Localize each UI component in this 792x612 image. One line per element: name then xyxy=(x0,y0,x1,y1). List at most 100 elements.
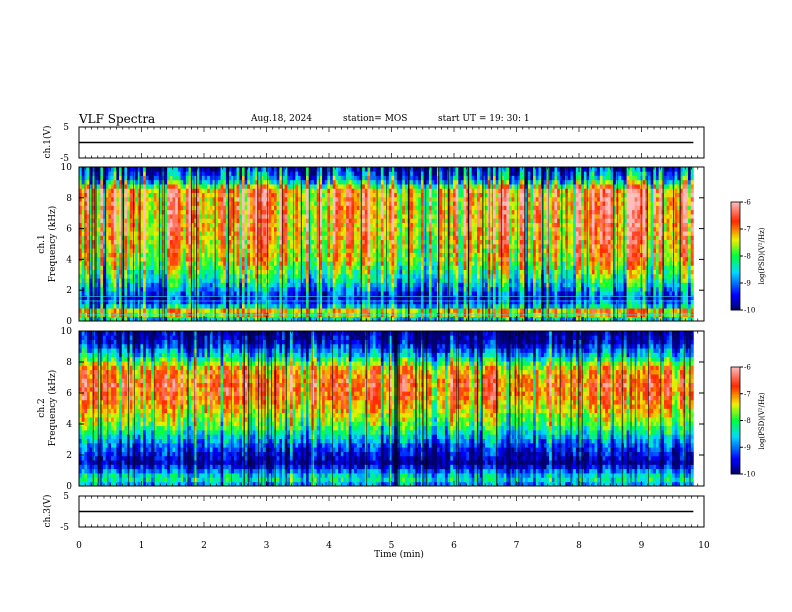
spectrogram-cell xyxy=(223,308,227,313)
spectrogram-cell xyxy=(137,209,141,215)
spectrogram-cell xyxy=(279,201,283,206)
spectrogram-cell xyxy=(364,209,368,215)
spectrogram-cell xyxy=(284,273,288,279)
spectrogram-cell xyxy=(228,218,232,223)
spectrogram-cell xyxy=(119,295,123,300)
spectrogram-cell xyxy=(367,192,371,198)
spectrogram-cell xyxy=(188,265,192,271)
spectrogram-cell xyxy=(367,316,371,322)
spectrogram-cell xyxy=(233,273,237,279)
spectrogram-cell xyxy=(335,256,339,262)
spectrogram-cell xyxy=(316,282,320,288)
spectrogram-cell xyxy=(79,278,83,283)
spectrogram-cell xyxy=(153,291,157,296)
spectrogram-cell xyxy=(378,196,382,202)
spectrogram-cell xyxy=(271,192,275,198)
spectrogram-cell xyxy=(314,303,318,309)
spectrogram-cell xyxy=(314,209,318,215)
spectrogram-cell xyxy=(79,261,83,266)
date-label: Aug.18, 2024 xyxy=(251,114,312,124)
spectrogram-cell xyxy=(300,278,304,283)
spectrogram-cell xyxy=(319,261,323,266)
spectrogram-cell xyxy=(148,299,152,305)
spectrogram-cell xyxy=(343,265,347,271)
spectrogram-cell xyxy=(143,184,147,189)
spectrogram-cell xyxy=(111,286,115,292)
spectrogram-cell xyxy=(225,282,229,288)
spectrogram-cell xyxy=(145,205,149,211)
spectrogram-cell xyxy=(426,196,430,202)
spectrogram-cell xyxy=(81,201,85,206)
spectrogram-cell xyxy=(372,239,376,245)
spectrogram-cell xyxy=(386,192,390,198)
spectrogram-cell xyxy=(346,214,350,219)
spectrogram-cell xyxy=(140,192,144,198)
spectrogram-cell xyxy=(268,196,272,202)
spectrogram-cell xyxy=(257,286,261,292)
spectrogram-cell xyxy=(335,261,339,266)
spectrogram-cell xyxy=(284,214,288,219)
spectrogram-cell xyxy=(143,265,147,271)
spectrogram-cell xyxy=(426,175,430,181)
spectrogram-cell xyxy=(236,171,240,176)
spectrogram-cell xyxy=(308,201,312,206)
spectrogram-cell xyxy=(247,291,251,296)
spectrogram-cell xyxy=(84,248,88,253)
spectrogram-cell xyxy=(444,175,448,181)
spectrogram-cell xyxy=(193,278,197,283)
spectrogram-cell xyxy=(143,231,147,236)
spectrogram-cell xyxy=(386,308,390,313)
spectrogram-cell xyxy=(201,308,205,313)
spectrogram-cell xyxy=(378,218,382,223)
spectrogram-cell xyxy=(255,175,259,181)
spectrogram-cell xyxy=(116,278,120,283)
spectrogram-cell xyxy=(418,291,422,296)
spectrogram-cell xyxy=(257,265,261,271)
spectrogram-cell xyxy=(394,248,398,253)
spectrogram-cell xyxy=(260,218,264,223)
spectrogram-cell xyxy=(351,222,355,228)
spectrogram-cell xyxy=(380,175,384,181)
spectrogram-cell xyxy=(316,252,320,258)
spectrogram-cell xyxy=(338,265,342,271)
spectrogram-cell xyxy=(241,244,245,249)
spectrogram-cell xyxy=(159,209,163,215)
spectrogram-cell xyxy=(322,316,326,322)
spectrogram-cell xyxy=(439,303,443,309)
spectrogram-cell xyxy=(212,214,216,219)
spectrogram-cell xyxy=(143,299,147,305)
spectrogram-cell xyxy=(169,205,173,211)
spectrogram-cell xyxy=(415,286,419,292)
spectrogram-cell xyxy=(332,209,336,215)
spectrogram-cell xyxy=(263,209,267,215)
spectrogram-cell xyxy=(327,286,331,292)
spectrogram-cell xyxy=(338,239,342,245)
spectrogram-cell xyxy=(399,235,403,241)
spectrogram-cell xyxy=(183,179,187,185)
spectrogram-cell xyxy=(113,226,117,232)
spectrogram-cell xyxy=(279,218,283,223)
spectrogram-cell xyxy=(217,295,221,300)
spectrogram-cell xyxy=(324,167,328,172)
spectrogram-cell xyxy=(236,303,240,309)
spectrogram-cell xyxy=(388,295,392,300)
spectrogram-cell xyxy=(346,205,350,211)
spectrogram-cell xyxy=(124,205,128,211)
spectrogram-cell xyxy=(156,184,160,189)
spectrogram-cell xyxy=(164,201,168,206)
spectrogram-cell xyxy=(383,278,387,283)
spectrogram-cell xyxy=(236,278,240,283)
spectrogram-cell xyxy=(370,209,374,215)
spectrogram-cell xyxy=(300,218,304,223)
spectrogram-cell xyxy=(220,295,224,300)
spectrogram-cell xyxy=(137,218,141,223)
spectrogram-cell xyxy=(196,286,200,292)
spectrogram-cell xyxy=(439,214,443,219)
spectrogram-cell xyxy=(105,222,109,228)
spectrogram-cell xyxy=(137,231,141,236)
spectrogram-cell xyxy=(89,231,93,236)
spectrogram-cell xyxy=(161,175,165,181)
spectrogram-cell xyxy=(394,239,398,245)
spectrogram-cell xyxy=(127,244,131,249)
spectrogram-cell xyxy=(268,265,272,271)
